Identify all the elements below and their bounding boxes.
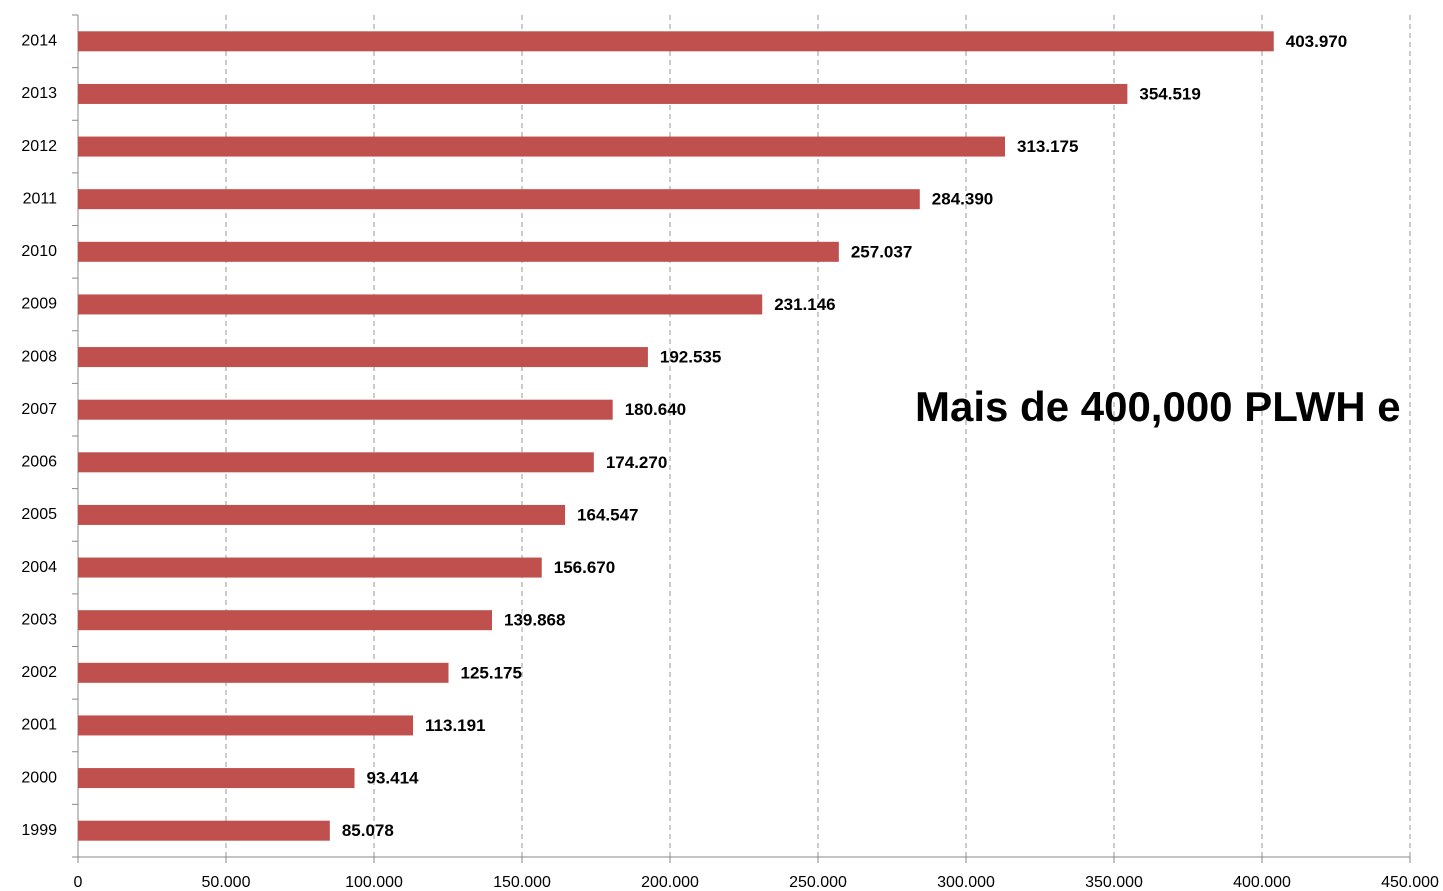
x-tick-label: 250.000 (789, 874, 847, 891)
bar (78, 83, 1128, 104)
value-label: 284.390 (932, 190, 993, 209)
value-label: 164.547 (577, 505, 638, 524)
x-tick-label: 0 (74, 874, 83, 891)
bar (78, 820, 330, 841)
value-label: 403.970 (1286, 32, 1347, 51)
value-label: 192.535 (660, 348, 721, 367)
bar (78, 31, 1274, 52)
y-tick-label: 2004 (21, 559, 57, 576)
y-tick-label: 2014 (21, 33, 57, 50)
value-label: 231.146 (774, 295, 835, 314)
y-tick-label: 2002 (21, 664, 57, 681)
bar (78, 347, 648, 368)
x-tick-label: 350.000 (1085, 874, 1143, 891)
bar (78, 189, 920, 210)
annotation: Mais de 400,000 PLWH e (915, 383, 1401, 430)
bar (78, 662, 449, 683)
value-label: 180.640 (625, 400, 686, 419)
bar (78, 399, 613, 420)
bar (78, 241, 839, 262)
y-tick-label: 2000 (21, 769, 57, 786)
x-tick-label: 400.000 (1233, 874, 1291, 891)
x-tick-label: 100.000 (345, 874, 403, 891)
y-tick-label: 2005 (21, 506, 57, 523)
value-label: 85.078 (342, 821, 394, 840)
value-label: 156.670 (554, 558, 615, 577)
value-label: 313.175 (1017, 137, 1078, 156)
y-tick-label: 2003 (21, 611, 57, 628)
y-tick-label: 2013 (21, 85, 57, 102)
value-label: 93.414 (367, 769, 420, 788)
y-tick-label: 2010 (21, 243, 57, 260)
x-tick-label: 150.000 (493, 874, 551, 891)
y-tick-label: 2009 (21, 296, 57, 313)
bar (78, 610, 493, 631)
value-label: 257.037 (851, 242, 912, 261)
y-tick-label: 2001 (21, 717, 57, 734)
bar (78, 715, 414, 736)
y-tick-label: 2011 (23, 190, 58, 207)
y-tick-label: 2007 (21, 401, 57, 418)
value-label: 125.175 (461, 663, 522, 682)
y-tick-label: 2012 (21, 138, 57, 155)
bar (78, 504, 566, 525)
x-tick-label: 450.000 (1381, 874, 1439, 891)
y-tick-label: 2006 (21, 454, 57, 471)
value-label: 139.868 (504, 611, 565, 630)
x-tick-label: 50.000 (202, 874, 251, 891)
bar (78, 768, 355, 789)
value-label: 174.270 (606, 453, 667, 472)
value-label: 354.519 (1139, 84, 1200, 103)
bar (78, 294, 763, 315)
bar (78, 136, 1005, 157)
y-tick-label: 1999 (21, 822, 57, 839)
x-tick-label: 200.000 (641, 874, 699, 891)
y-tick-label: 2008 (21, 348, 57, 365)
value-label: 113.191 (425, 716, 486, 735)
x-tick-label: 300.000 (937, 874, 995, 891)
bar (78, 557, 542, 578)
bar (78, 452, 594, 473)
